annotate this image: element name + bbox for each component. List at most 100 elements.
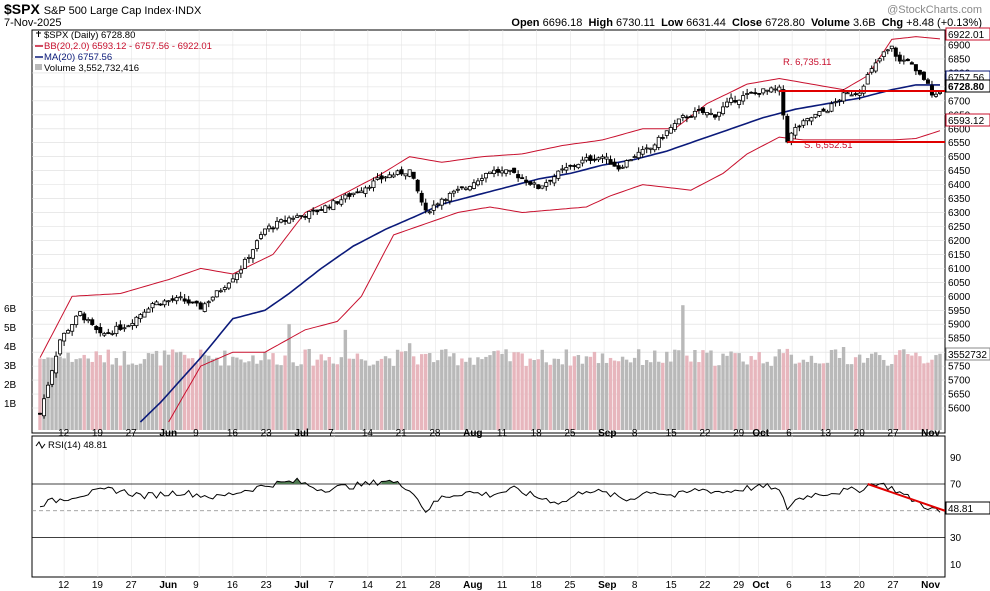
candle-body (797, 125, 802, 128)
candle-body (423, 202, 428, 211)
x-tick-label-rsi: 20 (854, 580, 866, 591)
candle-body (287, 217, 292, 224)
volume-bar (58, 356, 62, 430)
volume-bar (363, 360, 368, 430)
candle-body (403, 173, 408, 177)
rsi-panel-frame (31, 435, 946, 578)
candle-body (443, 199, 448, 201)
tag-close: 6728.80 (945, 79, 990, 93)
price-tick-label: 6250 (948, 222, 971, 233)
volume-bar (588, 356, 593, 430)
candle-body (672, 123, 677, 130)
candle-body (351, 192, 356, 196)
volume-bar (512, 352, 516, 430)
volume-bar (347, 358, 352, 430)
volume-bar (223, 350, 227, 430)
volume-bar (725, 355, 729, 430)
candle-body (90, 319, 95, 325)
candle-body (801, 120, 806, 126)
rsi-trendline (867, 483, 946, 512)
volume-bar (693, 350, 697, 430)
candle-body (773, 88, 778, 91)
volume-bar (239, 359, 243, 430)
candle-body (206, 301, 211, 304)
candle-body (700, 107, 705, 114)
candle-body (524, 179, 529, 183)
volume-bar (207, 355, 211, 430)
candle-body (126, 325, 131, 328)
candle-body (471, 182, 476, 189)
candle-body (905, 58, 910, 62)
x-tick-label-rsi: Aug (463, 580, 482, 591)
x-tick-label-rsi: 16 (227, 580, 239, 591)
price-legend: $SPX (Daily) 6728.80 BB(20,2.0) 6593.12 … (35, 30, 212, 74)
volume-bar (118, 365, 123, 430)
candle-body (753, 92, 758, 95)
volume-bar (379, 358, 384, 430)
candle-body (676, 118, 681, 125)
candle-body (62, 332, 67, 342)
candle-body (447, 192, 452, 202)
x-tick-label-rsi: 23 (261, 580, 273, 591)
bb-lower-line (168, 130, 941, 423)
candle-body (230, 278, 235, 283)
volume-bar (721, 353, 725, 430)
candle-body (877, 58, 882, 62)
candle-body (190, 301, 195, 304)
volume-bar (343, 329, 348, 430)
candle-body (921, 71, 926, 80)
candle-body (881, 51, 886, 57)
volume-bar (38, 358, 42, 430)
candle-body (584, 157, 589, 161)
volume-bar (821, 363, 826, 430)
volume-bar (532, 359, 536, 430)
candle-body (323, 205, 328, 213)
x-tick-label-rsi: 14 (362, 580, 374, 591)
volume-bar (98, 355, 102, 430)
volume-bar (910, 355, 914, 430)
candle-body (391, 174, 396, 178)
candle-body (664, 130, 669, 136)
candle-body (781, 89, 786, 116)
volume-bar (906, 354, 910, 430)
chart-date: 7-Nov-2025 (4, 17, 62, 29)
price-tick-label: 6600 (948, 124, 971, 135)
open-label: Open (511, 17, 540, 29)
x-tick-label-rsi: Nov (921, 580, 940, 591)
candle-body (146, 308, 151, 313)
candle-body (640, 149, 645, 155)
volume-bar (194, 363, 199, 430)
candle-body (532, 182, 537, 185)
rsi-tick-label: 70 (950, 480, 962, 491)
volume-bar (235, 357, 239, 430)
price-tick-label: 5600 (948, 404, 971, 415)
x-tick-label: 27 (126, 428, 138, 439)
candle-body (118, 324, 123, 330)
candle-body (50, 370, 55, 385)
candle-body (821, 108, 826, 112)
candle-body (793, 127, 798, 136)
volume-bar (825, 362, 830, 430)
price-tick-label: 6850 (948, 54, 971, 65)
bollinger-bands (39, 36, 941, 423)
volume-bar (520, 353, 524, 430)
x-tick-label-rsi: 13 (820, 580, 832, 591)
volume-bar (753, 359, 757, 430)
candle-body (885, 49, 890, 52)
rsi-tick-label: 90 (950, 453, 962, 464)
candle-body (492, 169, 497, 174)
high-label: High (588, 17, 613, 29)
tag-close-box (945, 79, 990, 93)
legend-price: $SPX (Daily) 6728.80 (44, 30, 135, 41)
candle-body (913, 64, 918, 72)
volume-bar (837, 357, 842, 430)
candle-body (925, 79, 930, 84)
volume-bar (303, 349, 307, 430)
volume-bar (701, 350, 705, 430)
volume-bar (158, 365, 163, 430)
volume-bar (335, 364, 340, 430)
volume-bar (568, 365, 573, 430)
candle-body (271, 227, 276, 230)
x-tick-label: 6 (786, 428, 792, 439)
candle-body (865, 74, 870, 85)
